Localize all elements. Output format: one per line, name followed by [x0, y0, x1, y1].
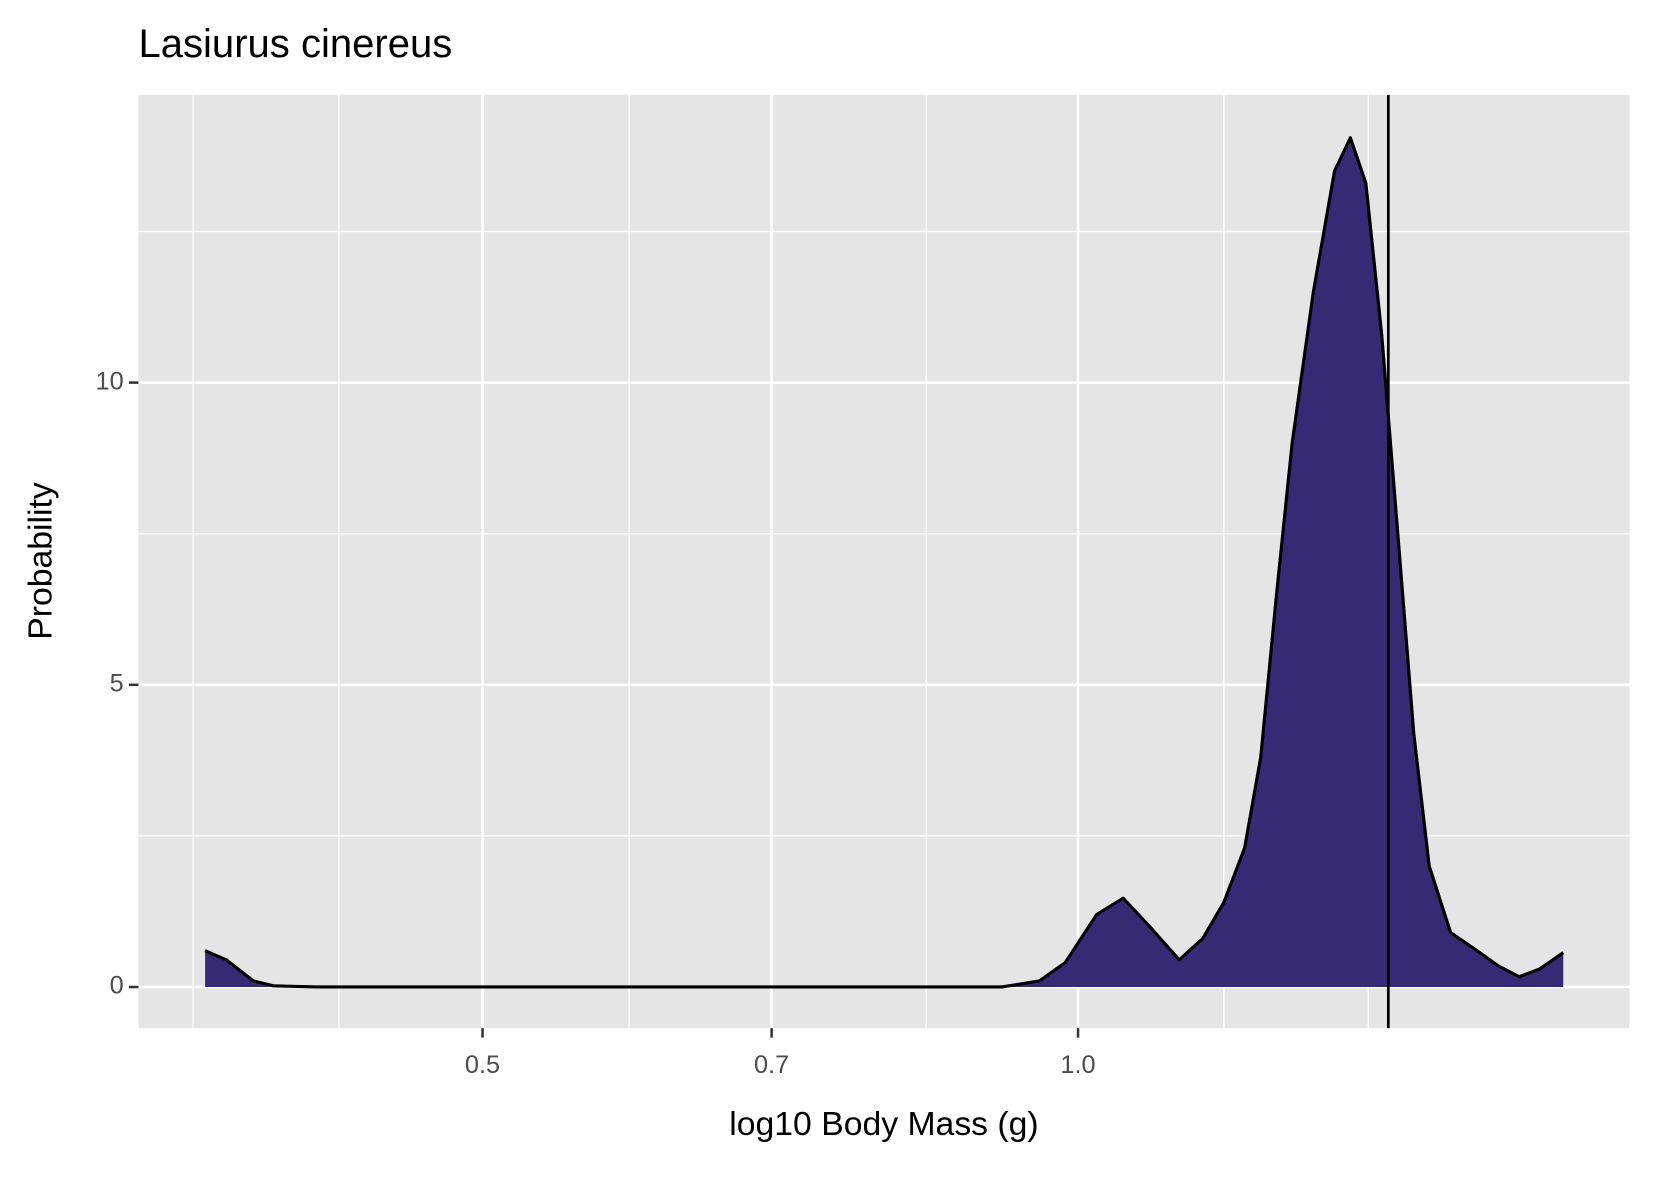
x-tick-label: 0.5 — [465, 1051, 500, 1079]
x-axis-label: log10 Body Mass (g) — [729, 1105, 1038, 1143]
density-line — [204, 136, 1565, 989]
density-area — [205, 137, 1564, 988]
x-tick-label: 0.7 — [754, 1051, 789, 1079]
y-axis-label: Probability — [21, 482, 59, 640]
y-tick-label: 10 — [96, 367, 124, 395]
y-tick-label: 5 — [110, 669, 124, 697]
x-tick-label: 1.0 — [1060, 1051, 1095, 1079]
chart-title: Lasiurus cinereus — [138, 22, 452, 66]
y-tick-label: 0 — [110, 972, 124, 1000]
